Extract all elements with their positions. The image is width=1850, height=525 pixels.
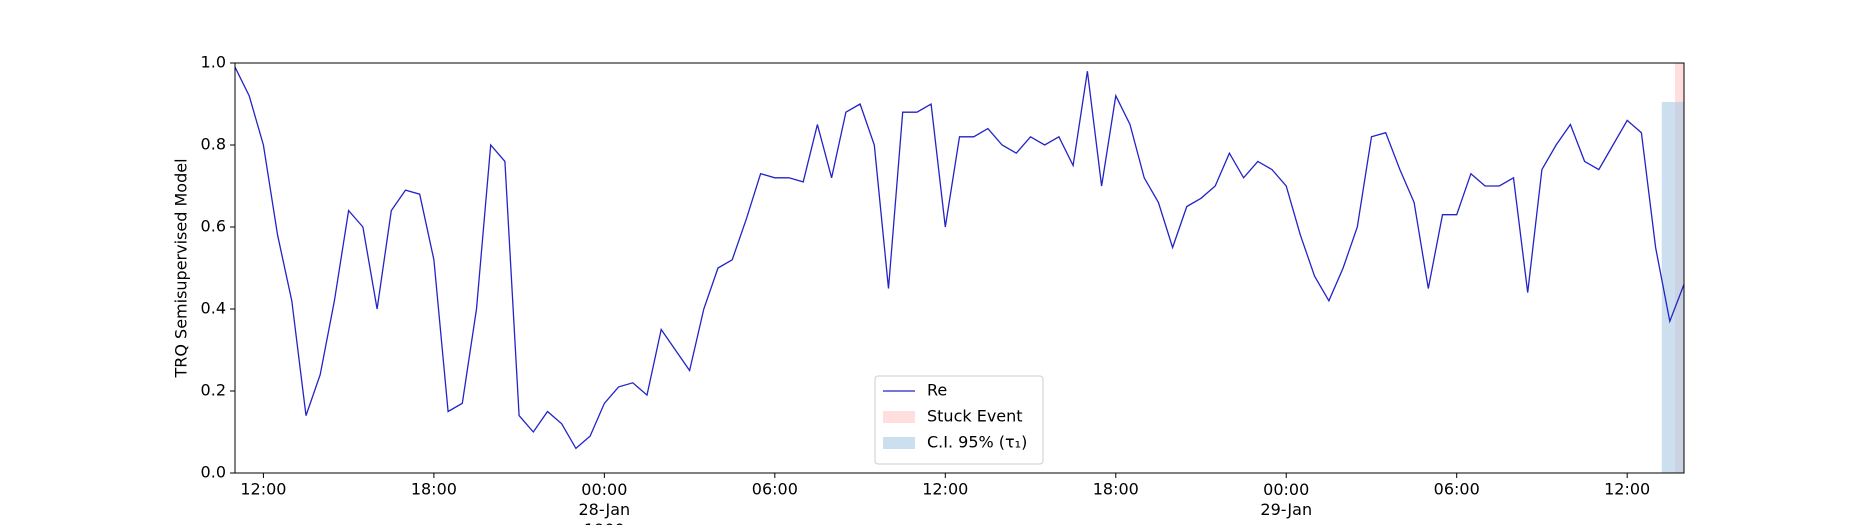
y-tick-label: 0.6 (201, 217, 226, 236)
y-tick-label: 0.4 (201, 299, 226, 318)
x-tick-label: 18:00 (411, 480, 457, 499)
data-line (234, 66, 1685, 450)
plot-frame (234, 62, 1685, 474)
x-tick-label: 12:00 (922, 480, 968, 499)
y-tick-label: 0.8 (201, 135, 226, 154)
x-tick-label: 12:00 (1604, 480, 1650, 499)
x-tick-label: 06:00 (752, 480, 798, 499)
span (1661, 101, 1684, 473)
legend-label: Stuck Event (927, 407, 1023, 426)
x-tick-label: 12:00 (240, 480, 286, 499)
x-tick-label: 18:00 (1093, 480, 1139, 499)
x-tick-label: 06:00 (1434, 480, 1480, 499)
legend-patch (883, 437, 915, 449)
y-axis-label: TRQ Semisupervised Model (172, 158, 191, 378)
legend-box (874, 375, 1044, 465)
x-tick-label: 00:00 29-Jan (1260, 480, 1312, 519)
legend-patch (883, 411, 915, 423)
y-tick-label: 0.0 (201, 463, 226, 482)
y-tick-label: 0.2 (201, 381, 226, 400)
legend-label: C.I. 95% (τ₁) (927, 433, 1027, 452)
y-tick-label: 1.0 (201, 53, 226, 72)
legend-label: Re (927, 381, 947, 400)
